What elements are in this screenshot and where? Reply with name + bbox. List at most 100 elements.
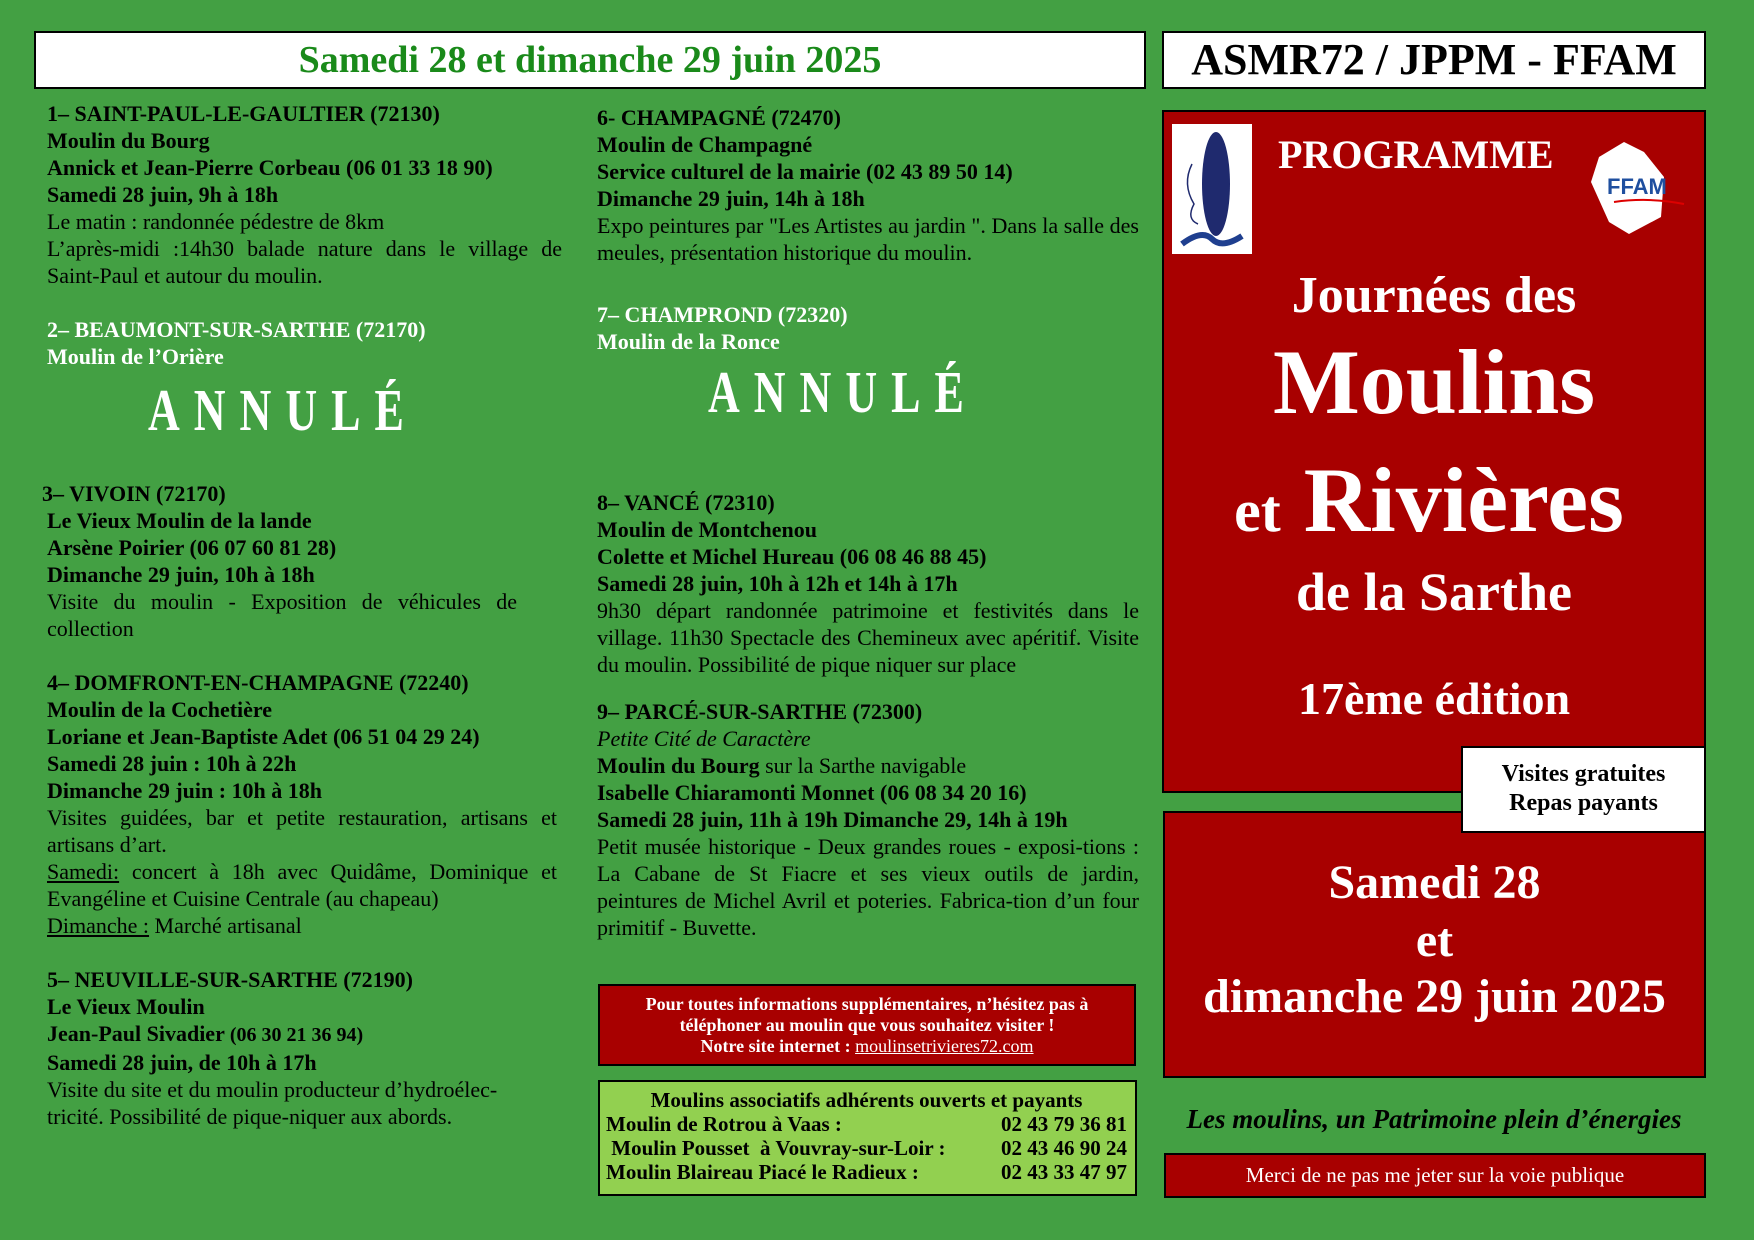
description: Expo peintures par "Les Artistes au jard…: [597, 213, 1139, 265]
poster-edition: 17ème édition: [1297, 673, 1571, 724]
member-phone: 02 43 33 47 97: [1001, 1160, 1127, 1184]
section-8: 8– VANCÉ (72310) Moulin de Montchenou Co…: [597, 489, 1139, 678]
member-phone: 02 43 79 36 81: [1001, 1112, 1127, 1136]
section-title: 9– PARCÉ-SUR-SARTHE (72300): [597, 699, 923, 724]
date-header: Samedi 28 et dimanche 29 juin 2025: [34, 31, 1146, 89]
section-title: 6- CHAMPAGNÉ (72470): [597, 105, 841, 130]
water-wheel-icon: [1180, 132, 1244, 247]
section-2: 2– BEAUMONT-SUR-SARTHE (72170) Moulin de…: [47, 316, 426, 370]
mill-name: Le Vieux Moulin: [47, 994, 205, 1019]
contact-phone: (06 30 21 36 94): [224, 1024, 364, 1046]
mill-line: Moulin du Bourg sur la Sarthe navigable: [597, 752, 1139, 779]
schedule: Dimanche 29 juin, 10h à 18h: [47, 562, 315, 587]
mill-suffix: sur la Sarthe navigable: [759, 753, 967, 778]
mill-name: Le Vieux Moulin de la lande: [47, 508, 312, 533]
info-box: Pour toutes informations supplémentaires…: [598, 984, 1136, 1066]
description: tricité. Possibilité de pique-niquer aux…: [47, 1104, 453, 1129]
member-name: Moulin Blaireau Piacé le Radieux :: [606, 1160, 919, 1184]
asmr-logo: [1172, 124, 1252, 254]
description: Visite du moulin - Exposition de véhicul…: [47, 589, 517, 641]
cancelled-label: ANNULÉ: [708, 359, 978, 426]
info-line: Notre site internet : moulinsetrivieres7…: [600, 1036, 1134, 1057]
mill-name: Moulin du Bourg: [597, 753, 760, 778]
poster-rivieres: Rivières: [1303, 449, 1624, 551]
members-title: Moulins associatifs adhérents ouverts et…: [650, 1088, 1083, 1112]
subtitle: Petite Cité de Caractère: [597, 726, 811, 751]
contact-name: Jean-Paul Sivadier: [47, 1021, 225, 1046]
description: Visite du site et du moulin producteur d…: [47, 1077, 498, 1102]
member-row: Moulin Pousset à Vouvray-sur-Loir : 02 43…: [606, 1136, 1127, 1160]
section-5: 5– NEUVILLE-SUR-SARTHE (72190) Le Vieux …: [47, 966, 567, 1130]
poster-moulins: Moulins: [1272, 331, 1596, 433]
info-line: Pour toutes informations supplémentaires…: [645, 994, 1089, 1014]
schedule: Samedi 28 juin, 10h à 12h et 14h à 17h: [597, 571, 958, 596]
section-4: 4– DOMFRONT-EN-CHAMPAGNE (72240) Moulin …: [47, 669, 557, 939]
cancelled-label: ANNULÉ: [148, 377, 418, 444]
dates-box: Samedi 28 et dimanche 29 juin 2025: [1163, 811, 1706, 1078]
mill-name: Moulin de Champagné: [597, 132, 813, 157]
website-link[interactable]: moulinsetrivieres72.com: [855, 1036, 1034, 1056]
members-box: Moulins associatifs adhérents ouverts et…: [598, 1080, 1137, 1196]
footer-note: Merci de ne pas me jeter sur la voie pub…: [1164, 1153, 1706, 1198]
section-title: 8– VANCÉ (72310): [597, 490, 775, 515]
mill-name: Moulin du Bourg: [47, 128, 210, 153]
schedule: Samedi 28 juin, 9h à 18h: [47, 182, 279, 207]
description: Visites guidées, bar et petite restaurat…: [47, 805, 557, 857]
saturday-text: concert à 18h avec Quidâme, Dominique et…: [47, 859, 557, 911]
schedule: Samedi 28 juin, de 10h à 17h: [47, 1050, 317, 1075]
schedule: Dimanche 29 juin : 10h à 18h: [47, 778, 323, 803]
saturday-label: Samedi:: [47, 859, 120, 884]
section-1: 1– SAINT-PAUL-LE-GAULTIER (72130) Moulin…: [47, 100, 562, 289]
section-9: 9– PARCÉ-SUR-SARTHE (72300) Petite Cité …: [597, 698, 1139, 941]
free-visits-bubble: Visites gratuites Repas payants: [1461, 746, 1706, 833]
description: L’après-midi :14h30 balade nature dans l…: [47, 236, 562, 288]
member-row: Moulin de Rotrou à Vaas : 02 43 79 36 81: [606, 1112, 1127, 1136]
bubble-line: Visites gratuites: [1501, 761, 1666, 787]
member-row: Moulin Blaireau Piacé le Radieux : 02 43 …: [606, 1160, 1127, 1184]
mill-name: Moulin de Montchenou: [597, 517, 818, 542]
schedule: Samedi 28 juin : 10h à 22h: [47, 751, 297, 776]
sunday-note: Dimanche : Marché artisanal: [47, 912, 557, 939]
section-title: 1– SAINT-PAUL-LE-GAULTIER (72130): [47, 101, 440, 126]
section-title: 2– BEAUMONT-SUR-SARTHE (72170): [47, 317, 426, 342]
section-title: 3– VIVOIN (72170): [42, 481, 226, 506]
france-map-icon: FFAM: [1591, 142, 1685, 234]
section-6: 6- CHAMPAGNÉ (72470) Moulin de Champagné…: [597, 104, 1139, 266]
description: Le matin : randonnée pédestre de 8km: [47, 209, 385, 234]
poster-et: et: [1234, 478, 1281, 544]
contact: Arsène Poirier (06 07 60 81 28): [47, 535, 337, 560]
dates-line: et: [1415, 914, 1454, 967]
section-7: 7– CHAMPROND (72320) Moulin de la Ronce: [597, 301, 848, 355]
section-title: 7– CHAMPROND (72320): [597, 302, 848, 327]
member-name: Moulin de Rotrou à Vaas :: [606, 1112, 842, 1136]
contact: Jean-Paul Sivadier (06 30 21 36 94): [47, 1020, 567, 1049]
schedule: Samedi 28 juin, 11h à 19h Dimanche 29, 1…: [597, 807, 1068, 832]
description: Petit musée historique - Deux grandes ro…: [597, 834, 1139, 940]
contact: Annick et Jean-Pierre Corbeau (06 01 33 …: [47, 155, 493, 180]
schedule: Dimanche 29 juin, 14h à 18h: [597, 186, 865, 211]
mill-name: Moulin de la Cochetière: [47, 697, 273, 722]
section-3: 3– VIVOIN (72170) Le Vieux Moulin de la …: [42, 480, 562, 642]
poster-sarthe: de la Sarthe: [1296, 562, 1572, 622]
section-title: 5– NEUVILLE-SUR-SARTHE (72190): [47, 967, 413, 992]
saturday-note: Samedi: concert à 18h avec Quidâme, Domi…: [47, 858, 557, 912]
tagline: Les moulins, un Patrimoine plein d’énerg…: [1186, 1104, 1682, 1134]
description: 9h30 départ randonnée patrimoine et fest…: [597, 598, 1139, 677]
info-line: téléphoner au moulin que vous souhaitez …: [679, 1015, 1055, 1035]
member-phone: 02 43 46 90 24: [1001, 1136, 1127, 1160]
sunday-label: Dimanche :: [47, 913, 150, 938]
mill-name: Moulin de l’Orière: [47, 344, 224, 369]
mill-name: Moulin de la Ronce: [597, 329, 780, 354]
programme-label: PROGRAMME: [1278, 132, 1554, 177]
dates-line: dimanche 29 juin 2025: [1203, 970, 1666, 1023]
dates-line: Samedi 28: [1328, 856, 1541, 909]
sunday-text: Marché artisanal: [149, 913, 302, 938]
member-name: Moulin Pousset à Vouvray-sur-Loir :: [606, 1136, 946, 1160]
poster-panel: FFAM PROGRAMME Journées des Moulins et R…: [1162, 110, 1706, 793]
poster-journees: Journées des: [1291, 267, 1577, 324]
ffam-logo: FFAM: [1569, 122, 1689, 242]
bubble-line: Repas payants: [1509, 790, 1658, 816]
website-label: Notre site internet :: [700, 1036, 856, 1056]
org-header: ASMR72 / JPPM - FFAM: [1162, 31, 1706, 89]
ffam-logo-text: FFAM: [1607, 174, 1667, 199]
